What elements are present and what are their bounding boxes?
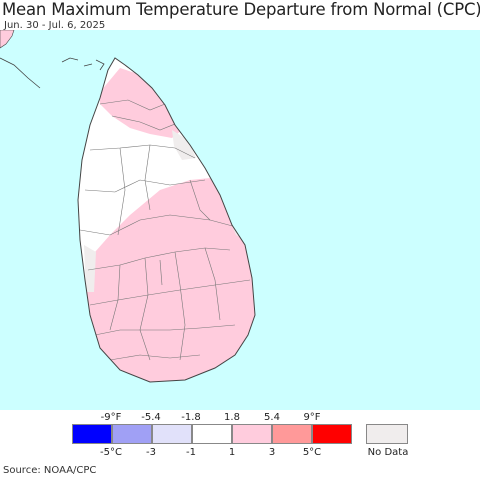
- source-credit: Source: NOAA/CPC: [3, 465, 97, 476]
- tick-f-3: -1.8: [181, 412, 201, 423]
- legend-swatch-3: [152, 424, 192, 444]
- legend-swatch-6: [272, 424, 312, 444]
- tick-f-1: -9°F: [100, 412, 122, 423]
- tick-f-6: 9°F: [303, 412, 321, 423]
- map-area: [0, 30, 480, 410]
- tick-c-5: 3: [268, 447, 276, 458]
- legend-no-data-swatch: [366, 424, 408, 444]
- sri-lanka-map: [0, 30, 256, 383]
- legend-swatch-7: [312, 424, 352, 444]
- anomaly-1to3-north: [100, 68, 182, 138]
- tick-c-4: 1: [228, 447, 236, 458]
- india-coast-shore: [0, 57, 41, 89]
- legend-swatch-1: [72, 424, 112, 444]
- no-data-west-coast: [84, 245, 96, 292]
- legend-swatch-2: [112, 424, 152, 444]
- legend-swatch-5: [232, 424, 272, 444]
- india-coast: [0, 30, 15, 49]
- tick-f-2: -5.4: [141, 412, 161, 423]
- tick-f-5: 5.4: [264, 412, 280, 423]
- page-title: Mean Maximum Temperature Departure from …: [2, 0, 480, 19]
- tick-c-2: -3: [146, 447, 156, 458]
- tick-c-1: -5°C: [100, 447, 122, 458]
- legend-no-data-label: No Data: [367, 447, 409, 458]
- legend: -9°F -5.4 -1.8 1.8 5.4 9°F -5°C -3 -1 1 …: [0, 410, 480, 460]
- tick-c-6: 5°C: [302, 447, 322, 458]
- legend-swatch-4: [192, 424, 232, 444]
- no-data-northeast: [172, 130, 196, 160]
- coastline: [77, 57, 256, 383]
- tick-c-3: -1: [186, 447, 196, 458]
- date-range: Jun. 30 - Jul. 6, 2025: [4, 20, 106, 31]
- anomaly-1to3-south: [86, 178, 255, 382]
- tick-f-4: 1.8: [224, 412, 240, 423]
- islands: [61, 57, 105, 71]
- district-boundaries: [79, 99, 251, 361]
